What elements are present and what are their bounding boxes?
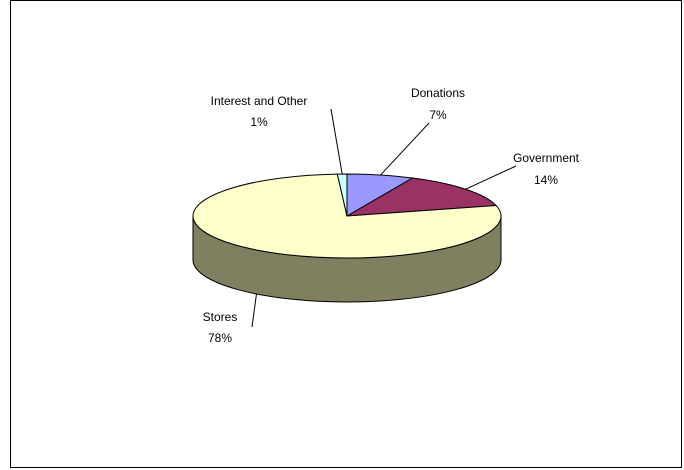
leader-lines (251, 108, 517, 328)
chart-frame: Donations 7% Government 14% Stores 78% I… (10, 0, 682, 468)
slice-label-donations: Donations (411, 86, 465, 100)
leader-line-donations (380, 122, 430, 176)
slice-label-stores: Stores (203, 310, 238, 324)
leader-line-government (465, 165, 517, 190)
pie-top-slices (192, 173, 502, 259)
leader-line-interest-and-other (330, 108, 343, 175)
slice-pct-interest-and-other: 1% (250, 115, 268, 129)
pie-chart: Donations 7% Government 14% Stores 78% I… (192, 86, 580, 345)
slice-interest-and-other (336, 173, 348, 217)
slice-pct-donations: 7% (429, 108, 447, 122)
slice-label-government: Government (513, 151, 580, 165)
slice-pct-stores: 78% (208, 331, 232, 345)
leader-line-stores (251, 293, 257, 328)
slice-label-interest-and-other: Interest and Other (211, 94, 308, 108)
slice-pct-government: 14% (534, 173, 558, 187)
